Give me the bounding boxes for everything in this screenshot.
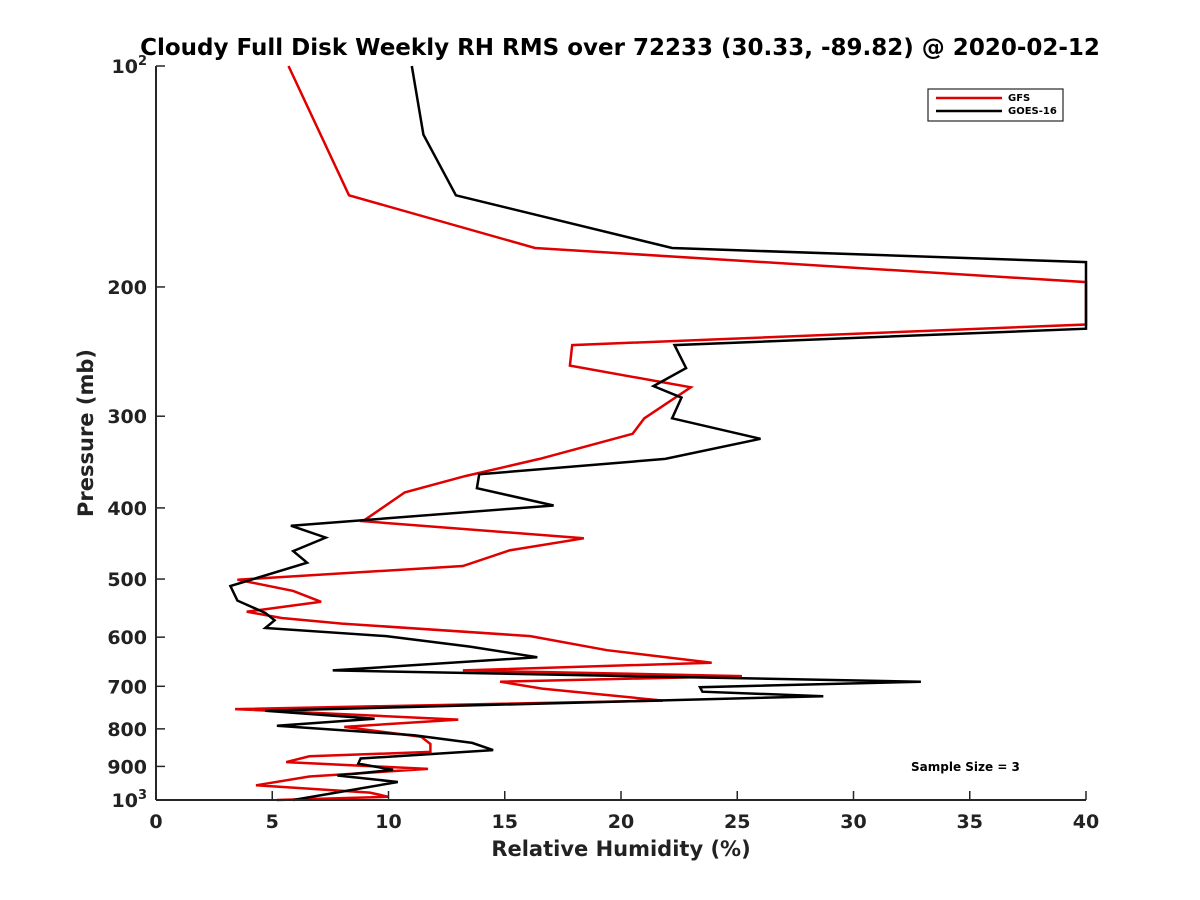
y-tick-label: 800: [107, 719, 147, 741]
series-line-goes-16: [228, 65, 1088, 802]
legend: GFS GOES-16: [927, 88, 1064, 122]
x-tick-label: 10: [375, 811, 401, 833]
sample-size-annotation: Sample Size = 3: [911, 760, 1020, 774]
x-tick-label: 30: [840, 811, 866, 833]
chart-title: Cloudy Full Disk Weekly RH RMS over 7223…: [140, 35, 1100, 61]
x-tick-label: 5: [266, 811, 279, 833]
y-tick-label: 700: [107, 676, 147, 698]
y-tick-label: 600: [107, 627, 147, 649]
legend-box: [927, 88, 1064, 122]
y-tick-label: 103: [112, 788, 148, 812]
y-tick-label: 900: [107, 756, 147, 778]
legend-label-gfs: GFS: [1008, 93, 1030, 104]
y-tick-label: 200: [107, 277, 147, 299]
x-tick-label: 15: [492, 811, 518, 833]
y-axis-label: Pressure (mb): [74, 349, 98, 517]
x-axis-label: Relative Humidity (%): [491, 837, 750, 861]
series-line-gfs: [235, 65, 1088, 802]
plot-lines: [228, 65, 1088, 802]
y-tick-label: 400: [107, 498, 147, 520]
x-tick-label: 35: [957, 811, 983, 833]
y-tick-label: 500: [107, 569, 147, 591]
x-ticks: 0 5 10 15 20 25 30 35 40: [149, 791, 1099, 833]
x-tick-label: 40: [1073, 811, 1099, 833]
x-tick-label: 0: [149, 811, 162, 833]
x-tick-label: 25: [724, 811, 750, 833]
y-tick-label: 300: [107, 406, 147, 428]
y-ticks: 102 200 300 400 500 600 700 800 900 103: [107, 54, 165, 812]
legend-label-goes16: GOES-16: [1008, 106, 1057, 117]
y-tick-label: 102: [112, 54, 148, 78]
x-tick-label: 20: [608, 811, 634, 833]
